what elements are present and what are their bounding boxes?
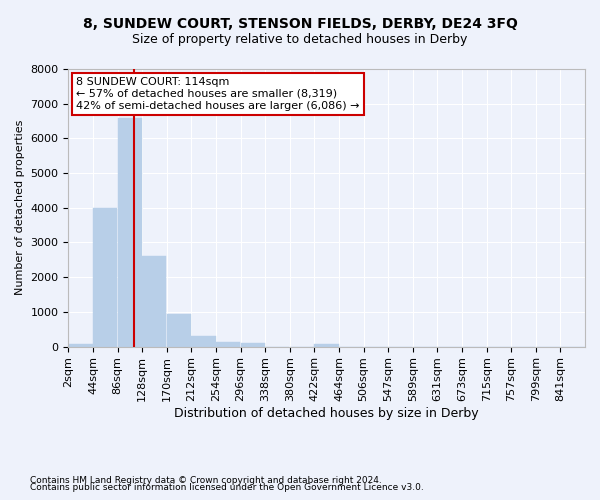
Bar — [241, 343, 265, 346]
Bar — [68, 344, 92, 346]
Text: 8, SUNDEW COURT, STENSON FIELDS, DERBY, DE24 3FQ: 8, SUNDEW COURT, STENSON FIELDS, DERBY, … — [83, 18, 517, 32]
Text: Contains HM Land Registry data © Crown copyright and database right 2024.: Contains HM Land Registry data © Crown c… — [30, 476, 382, 485]
Bar — [216, 342, 240, 346]
Bar — [167, 314, 191, 346]
Bar — [142, 256, 166, 346]
Bar — [314, 344, 338, 346]
Bar — [118, 118, 142, 346]
Y-axis label: Number of detached properties: Number of detached properties — [15, 120, 25, 296]
Text: 8 SUNDEW COURT: 114sqm
← 57% of detached houses are smaller (8,319)
42% of semi-: 8 SUNDEW COURT: 114sqm ← 57% of detached… — [76, 78, 359, 110]
Text: Size of property relative to detached houses in Derby: Size of property relative to detached ho… — [133, 32, 467, 46]
X-axis label: Distribution of detached houses by size in Derby: Distribution of detached houses by size … — [175, 407, 479, 420]
Bar — [191, 336, 215, 346]
Text: Contains public sector information licensed under the Open Government Licence v3: Contains public sector information licen… — [30, 484, 424, 492]
Bar — [93, 208, 117, 346]
